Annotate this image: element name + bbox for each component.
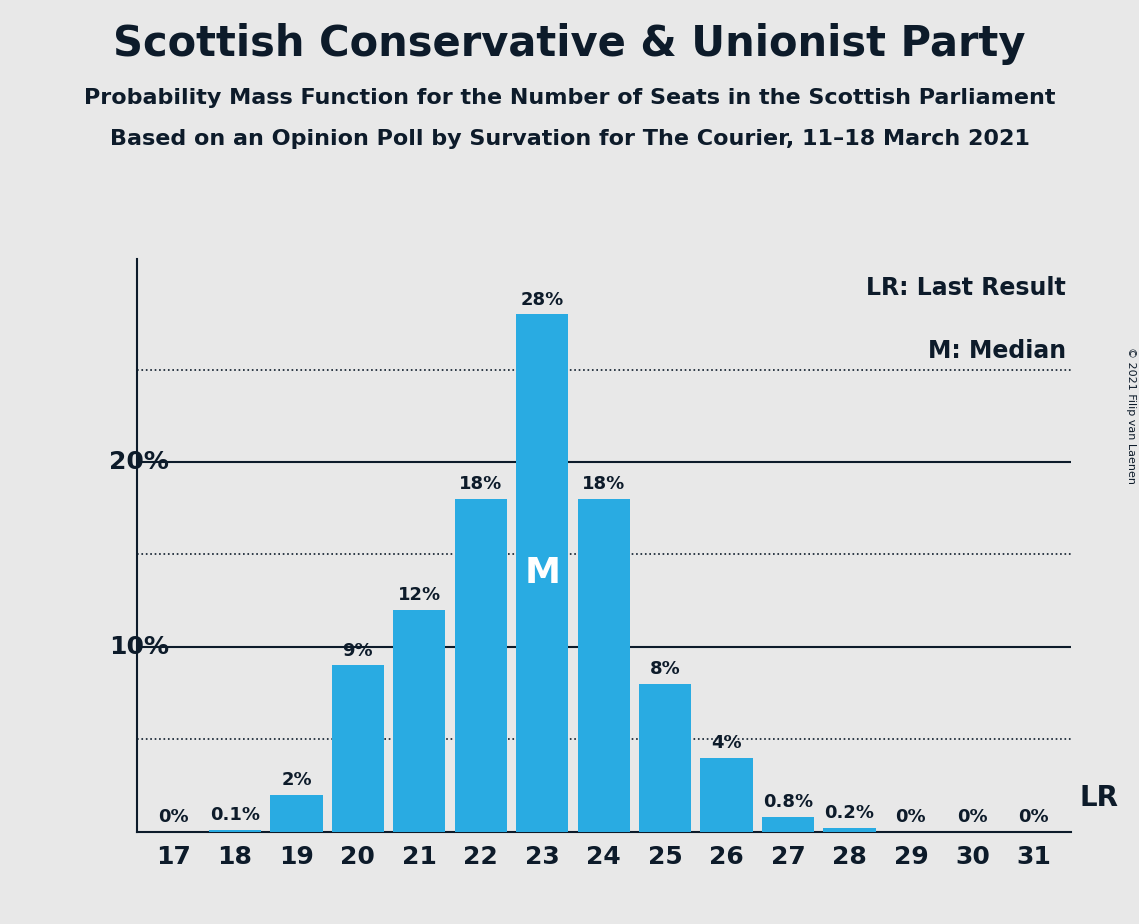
Text: M: M: [524, 556, 560, 590]
Bar: [639, 684, 691, 832]
Text: Probability Mass Function for the Number of Seats in the Scottish Parliament: Probability Mass Function for the Number…: [84, 88, 1055, 108]
Text: 0.8%: 0.8%: [763, 794, 813, 811]
Bar: [454, 499, 507, 832]
Text: Scottish Conservative & Unionist Party: Scottish Conservative & Unionist Party: [113, 23, 1026, 65]
Text: 4%: 4%: [711, 735, 741, 752]
Bar: [516, 314, 568, 832]
Bar: [762, 817, 814, 832]
Text: LR: LR: [1080, 784, 1118, 812]
Text: 12%: 12%: [398, 587, 441, 604]
Text: 18%: 18%: [459, 476, 502, 493]
Text: Based on an Opinion Poll by Survation for The Courier, 11–18 March 2021: Based on an Opinion Poll by Survation fo…: [109, 129, 1030, 150]
Text: © 2021 Filip van Laenen: © 2021 Filip van Laenen: [1126, 347, 1136, 484]
Text: 10%: 10%: [109, 635, 170, 659]
Text: 0%: 0%: [957, 808, 988, 826]
Text: 0%: 0%: [1018, 808, 1049, 826]
Bar: [700, 758, 753, 832]
Bar: [208, 830, 261, 832]
Bar: [270, 795, 322, 832]
Text: 20%: 20%: [109, 450, 170, 474]
Bar: [331, 665, 384, 832]
Text: 9%: 9%: [343, 642, 374, 660]
Bar: [823, 828, 876, 832]
Text: 8%: 8%: [649, 661, 680, 678]
Text: 2%: 2%: [281, 772, 312, 789]
Text: 0.1%: 0.1%: [210, 807, 260, 824]
Text: 0%: 0%: [895, 808, 926, 826]
Bar: [577, 499, 630, 832]
Text: 0.2%: 0.2%: [825, 805, 875, 822]
Text: M: Median: M: Median: [928, 339, 1066, 363]
Bar: [393, 610, 445, 832]
Text: 18%: 18%: [582, 476, 625, 493]
Text: LR: Last Result: LR: Last Result: [867, 276, 1066, 300]
Text: 0%: 0%: [158, 808, 189, 826]
Text: 28%: 28%: [521, 291, 564, 309]
